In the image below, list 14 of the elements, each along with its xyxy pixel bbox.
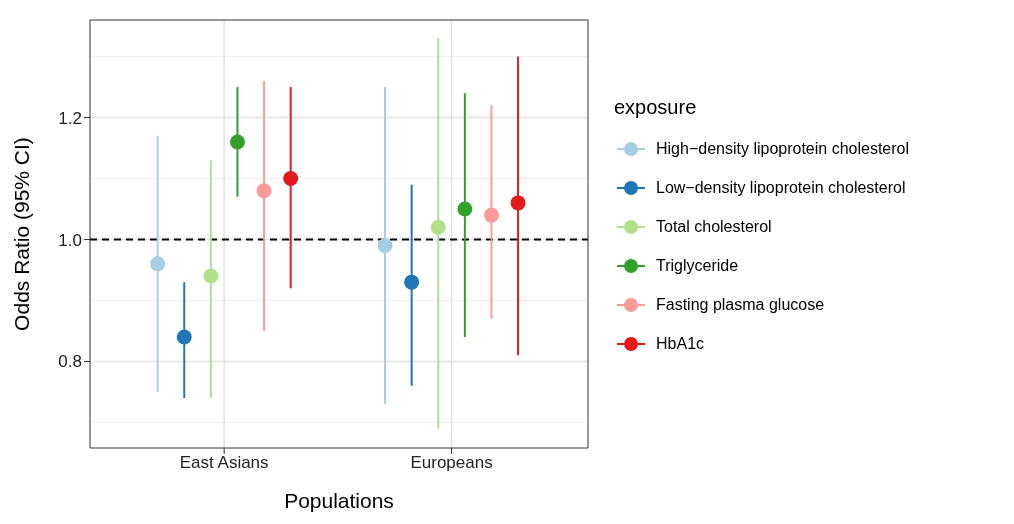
legend-label: Triglyceride xyxy=(655,255,740,276)
y-tick-label: 1.2 xyxy=(58,108,82,128)
x-axis-title: Populations xyxy=(284,489,394,512)
legend-label: Fasting plasma glucose xyxy=(655,294,826,315)
legend-title: exposure xyxy=(614,96,698,119)
legend-label: Total cholesterol xyxy=(655,216,773,237)
y-tick-label: 1.0 xyxy=(58,230,82,250)
legend-label: High−density lipoprotein cholesterol xyxy=(655,138,910,159)
x-tick-label: Europeans xyxy=(410,453,493,473)
x-tick-label: East Asians xyxy=(179,453,269,473)
y-axis-title: Odds Ratio (95% CI) xyxy=(10,137,34,331)
legend-label: HbA1c xyxy=(655,333,706,354)
legend-label: Low−density lipoprotein cholesterol xyxy=(655,177,907,198)
y-tick-label: 0.8 xyxy=(58,352,82,372)
